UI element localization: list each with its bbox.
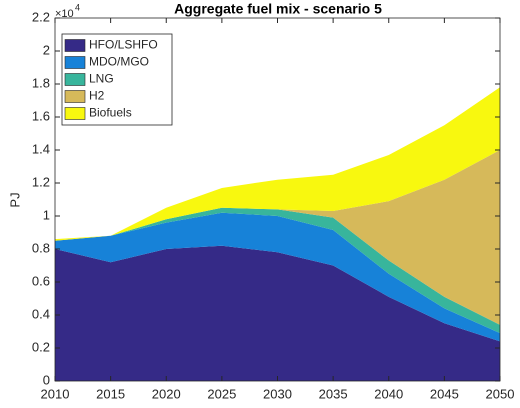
legend-label: LNG (89, 72, 114, 86)
x-tick-label: 2045 (430, 386, 459, 401)
legend-swatch (64, 73, 86, 86)
area (55, 212, 500, 342)
y-tick-label: 0.8 (32, 240, 50, 255)
area (55, 245, 500, 381)
legend-swatch (64, 39, 86, 52)
x-tick-label: 2020 (152, 386, 181, 401)
x-tick-label: 2030 (263, 386, 292, 401)
y-tick-label: 2 (43, 42, 50, 57)
legend-swatch (64, 107, 86, 120)
legend-label: Biofuels (89, 106, 132, 120)
legend-swatch (64, 56, 86, 69)
y-multiplier-exponent: 4 (75, 2, 80, 12)
x-tick-label: 2050 (486, 386, 515, 401)
x-tick-label: 2010 (41, 386, 70, 401)
y-multiplier: ×10 (55, 8, 74, 20)
chart-title: Aggregate fuel mix - scenario 5 (174, 1, 382, 17)
y-axis-label: PJ (7, 192, 22, 207)
legend-label: H2 (89, 89, 105, 103)
y-tick-label: 1.8 (32, 75, 50, 90)
area (55, 87, 500, 241)
x-tick-label: 2035 (319, 386, 348, 401)
legend-label: HFO/LSHFO (89, 38, 158, 52)
y-tick-label: 1.2 (32, 174, 50, 189)
legend-swatch (64, 90, 86, 103)
x-tick-label: 2040 (374, 386, 403, 401)
y-tick-label: 0.2 (32, 339, 50, 354)
x-tick-label: 2015 (96, 386, 125, 401)
y-tick-label: 0 (43, 372, 50, 387)
area (55, 150, 500, 325)
x-tick-label: 2025 (207, 386, 236, 401)
y-tick-label: 0.6 (32, 273, 50, 288)
legend-label: MDO/MGO (89, 55, 149, 69)
y-tick-label: 1 (43, 207, 50, 222)
y-tick-label: 0.4 (32, 306, 50, 321)
y-tick-label: 1.6 (32, 108, 50, 123)
y-tick-label: 1.4 (32, 141, 50, 156)
y-tick-label: 2.2 (32, 9, 50, 24)
